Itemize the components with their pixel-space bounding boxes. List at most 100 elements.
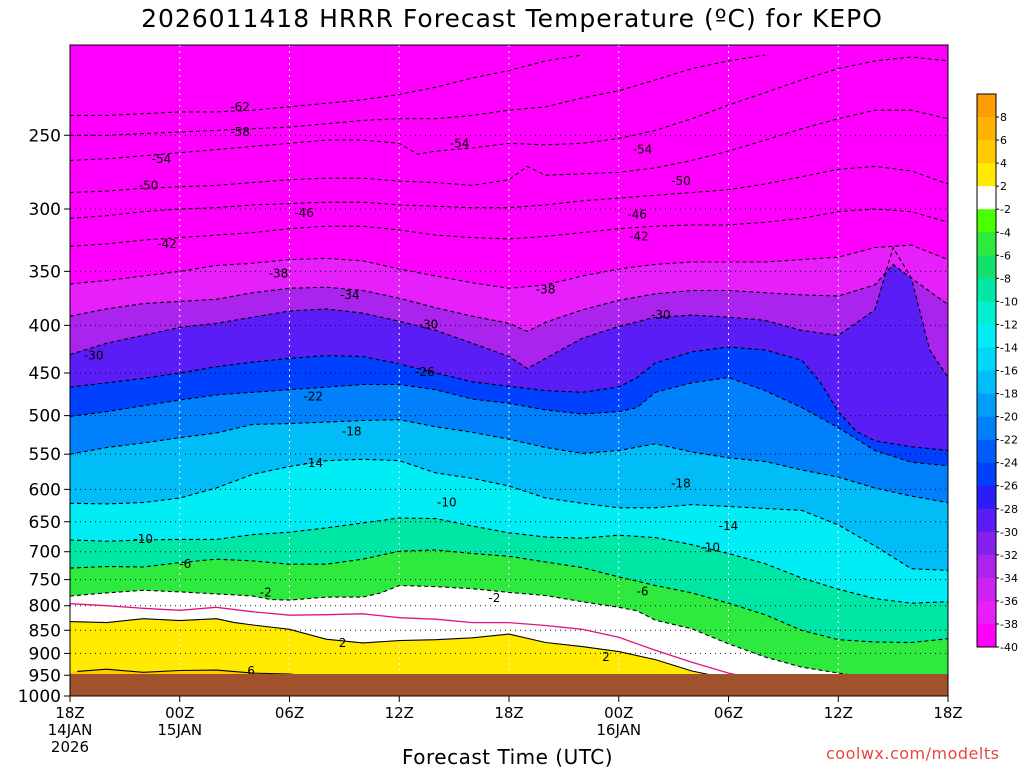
- y-tick-label: 350: [29, 262, 61, 282]
- y-tick-label: 1000: [18, 687, 61, 707]
- contour-label: 2: [339, 636, 347, 650]
- colorbar-label: -16: [1000, 365, 1018, 378]
- colorbar-swatch: [977, 554, 996, 579]
- contour-label: -30: [651, 308, 671, 322]
- colorbar-swatch: [977, 531, 996, 556]
- colorbar-label: -28: [1000, 503, 1018, 516]
- contour-label: -42: [629, 229, 649, 243]
- contour-label: -54: [450, 136, 470, 150]
- isotherm--22: [70, 376, 948, 467]
- colorbar-label: -18: [1000, 388, 1018, 401]
- x-tick-label: 18Z: [55, 704, 84, 722]
- colorbar-swatch: [977, 255, 996, 279]
- y-tick-label: 500: [29, 407, 61, 427]
- x-tick-label: 16JAN: [596, 721, 641, 739]
- isotherm--10: [70, 517, 948, 604]
- colorbar-swatch: [977, 94, 996, 118]
- x-tick-label: 2026: [51, 738, 89, 756]
- colorbar-label: -2: [1000, 203, 1011, 216]
- contour-label: -38: [536, 282, 556, 296]
- contour-label: -54: [633, 143, 653, 157]
- contour-label: -42: [157, 237, 177, 251]
- colorbar-label: -36: [1000, 595, 1018, 608]
- contour-label: -54: [152, 152, 172, 166]
- contour-label: -30: [419, 317, 439, 331]
- x-tick-label: 00Z: [165, 704, 194, 722]
- isotherm--6: [70, 549, 948, 644]
- colorbar-label: 2: [1000, 180, 1007, 193]
- colorbar-label: -40: [1000, 641, 1018, 654]
- isotherm--50: [70, 109, 948, 194]
- colorbar-label: -14: [1000, 341, 1018, 354]
- colorbar-label: -30: [1000, 526, 1018, 539]
- colorbar-swatch: [977, 117, 996, 141]
- band-below--62: [70, 45, 583, 116]
- x-tick-label: 18Z: [494, 704, 523, 722]
- contour-label: 6: [247, 664, 255, 678]
- isotherm--34: [70, 263, 948, 333]
- isotherm--18: [70, 419, 948, 504]
- colorbar-swatch: [977, 278, 996, 302]
- contour-label: -18: [671, 476, 691, 490]
- contour-label: -50: [139, 178, 159, 192]
- colorbar-label: -34: [1000, 572, 1018, 585]
- contour-label: -26: [415, 365, 435, 379]
- colorbar-swatch: [977, 347, 996, 371]
- contour-label: -18: [342, 424, 362, 438]
- colorbar-label: -20: [1000, 411, 1018, 424]
- y-tick-label: 450: [29, 364, 61, 384]
- colorbar-swatch: [977, 623, 996, 648]
- colorbar-label: -22: [1000, 434, 1018, 447]
- colorbar-swatch: [977, 140, 996, 164]
- contour-label: -14: [719, 519, 739, 533]
- x-tick-label: 12Z: [824, 704, 853, 722]
- contour-label: -22: [303, 390, 323, 404]
- colorbar-swatch: [977, 209, 996, 233]
- colorbar-label: -4: [1000, 226, 1011, 239]
- contour-label: -2: [260, 585, 272, 599]
- colorbar-swatch: [977, 393, 996, 417]
- x-tick-label: 12Z: [385, 704, 414, 722]
- x-axis-title: Forecast Time (UTC): [402, 745, 614, 769]
- y-tick-label: 700: [29, 543, 61, 563]
- y-tick-label: 800: [29, 597, 61, 617]
- colorbar-label: -26: [1000, 480, 1018, 493]
- isotherm--14: [70, 458, 948, 571]
- colorbar-label: -38: [1000, 618, 1018, 631]
- colorbar-label: 4: [1000, 157, 1007, 170]
- colorbar-label: 6: [1000, 134, 1007, 147]
- contour-label: -10: [700, 541, 720, 555]
- isotherm--58: [70, 54, 766, 136]
- y-tick-label: 250: [29, 126, 61, 146]
- chart-title: 2026011418 HRRR Forecast Temperature (ºC…: [141, 4, 883, 33]
- colorbar-label: -6: [1000, 249, 1011, 262]
- contour-label: -2: [488, 591, 500, 605]
- contour-label: -10: [133, 532, 153, 546]
- colorbar-swatch: [977, 485, 996, 510]
- isotherm--62: [70, 54, 583, 116]
- colorbar-swatch: [977, 577, 996, 602]
- isotherm--2: [70, 584, 948, 682]
- colorbar-swatch: [977, 186, 996, 210]
- contour-label: -10: [437, 496, 457, 510]
- x-tick-label: 00Z: [604, 704, 633, 722]
- y-tick-label: 550: [29, 445, 61, 465]
- y-tick-label: 600: [29, 480, 61, 500]
- isotherm--26: [70, 346, 948, 452]
- colorbar-swatch: [977, 232, 996, 256]
- colorbar-swatch: [977, 370, 996, 394]
- y-tick-label: 650: [29, 513, 61, 533]
- colorbar-swatch: [977, 439, 996, 463]
- isotherm--30: [70, 246, 948, 378]
- y-tick-label: 400: [29, 316, 61, 336]
- y-axis-ticks: 250 300 350 400 450 500 550 600 650 700 750 800 850 9…: [18, 126, 70, 707]
- x-tick-label: 06Z: [275, 704, 304, 722]
- contour-label: 2: [602, 650, 610, 664]
- contour-label: -30: [84, 349, 104, 363]
- contour-label: -46: [294, 206, 314, 220]
- isotherm--38: [70, 244, 948, 289]
- x-tick-label: 14JAN: [48, 721, 93, 739]
- contour-label: -6: [179, 557, 191, 571]
